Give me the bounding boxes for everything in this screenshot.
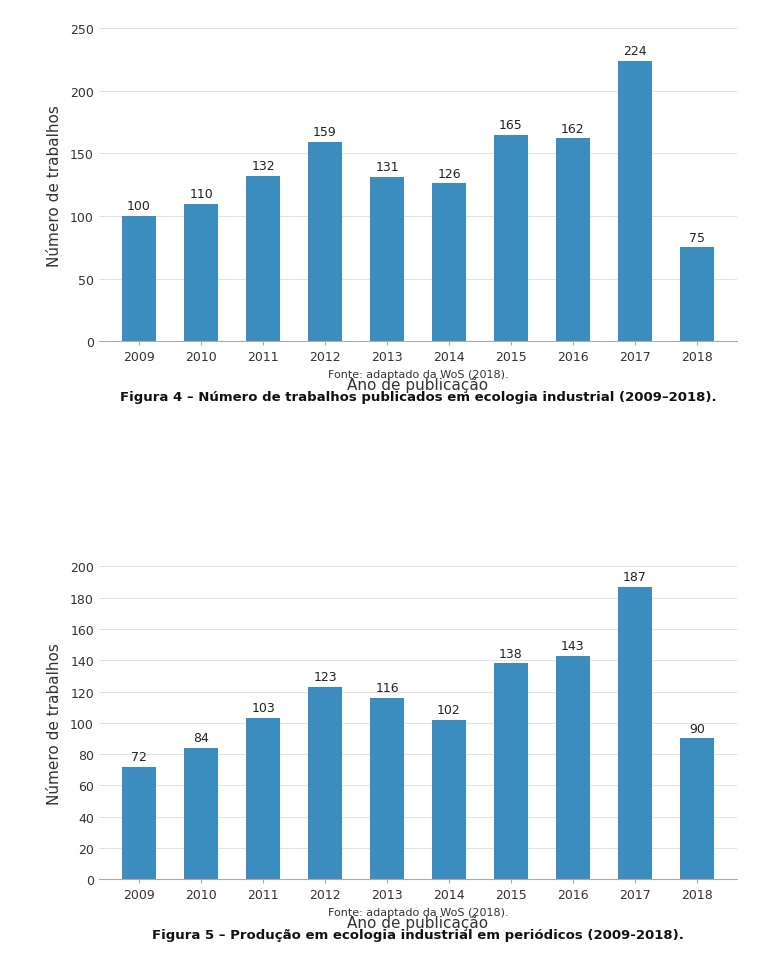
Text: 143: 143 — [561, 639, 584, 652]
Bar — [122, 217, 156, 342]
X-axis label: Ano de publicação: Ano de publicação — [347, 915, 489, 930]
Text: 110: 110 — [189, 188, 213, 200]
Text: Figura 5 – Produção em ecologia industrial em periódicos (2009-2018).: Figura 5 – Produção em ecologia industri… — [152, 928, 684, 941]
Text: 131: 131 — [375, 161, 399, 174]
Text: Figura 4 – Número de trabalhos publicados em ecologia industrial (2009–2018).: Figura 4 – Número de trabalhos publicado… — [119, 391, 717, 404]
Bar — [680, 248, 714, 342]
Bar — [308, 143, 342, 342]
Text: Fonte: adaptado da WoS (2018).: Fonte: adaptado da WoS (2018). — [328, 369, 508, 379]
Text: 116: 116 — [375, 681, 399, 695]
Bar — [246, 718, 280, 879]
Bar — [494, 663, 528, 879]
Bar — [184, 748, 218, 879]
Text: 126: 126 — [437, 168, 461, 181]
Text: 75: 75 — [689, 232, 705, 244]
Text: 72: 72 — [131, 750, 147, 763]
Bar — [680, 739, 714, 879]
Y-axis label: Número de trabalhos: Número de trabalhos — [46, 642, 62, 804]
Bar — [556, 140, 590, 342]
Text: Fonte: adaptado da WoS (2018).: Fonte: adaptado da WoS (2018). — [328, 907, 508, 916]
Bar — [618, 62, 652, 342]
Text: 123: 123 — [313, 670, 337, 683]
Bar — [370, 698, 404, 879]
Text: 165: 165 — [499, 119, 523, 132]
Text: 224: 224 — [623, 45, 647, 58]
Text: 90: 90 — [689, 722, 705, 735]
Y-axis label: Número de trabalhos: Número de trabalhos — [46, 105, 62, 267]
Bar — [246, 177, 280, 342]
Text: 162: 162 — [561, 122, 584, 136]
Text: 138: 138 — [499, 647, 523, 659]
Bar — [370, 178, 404, 342]
Bar — [432, 185, 466, 342]
Bar — [618, 587, 652, 879]
Bar — [432, 720, 466, 879]
Text: 100: 100 — [127, 200, 151, 213]
Bar — [184, 204, 218, 342]
Bar — [556, 656, 590, 879]
Text: 102: 102 — [437, 703, 461, 716]
Bar — [122, 767, 156, 879]
Bar — [494, 136, 528, 342]
Text: 187: 187 — [623, 571, 647, 583]
Bar — [308, 687, 342, 879]
Text: 159: 159 — [313, 126, 337, 140]
X-axis label: Ano de publicação: Ano de publicação — [347, 378, 489, 393]
Text: 84: 84 — [193, 732, 209, 744]
Text: 103: 103 — [251, 701, 275, 714]
Text: 132: 132 — [252, 160, 275, 173]
